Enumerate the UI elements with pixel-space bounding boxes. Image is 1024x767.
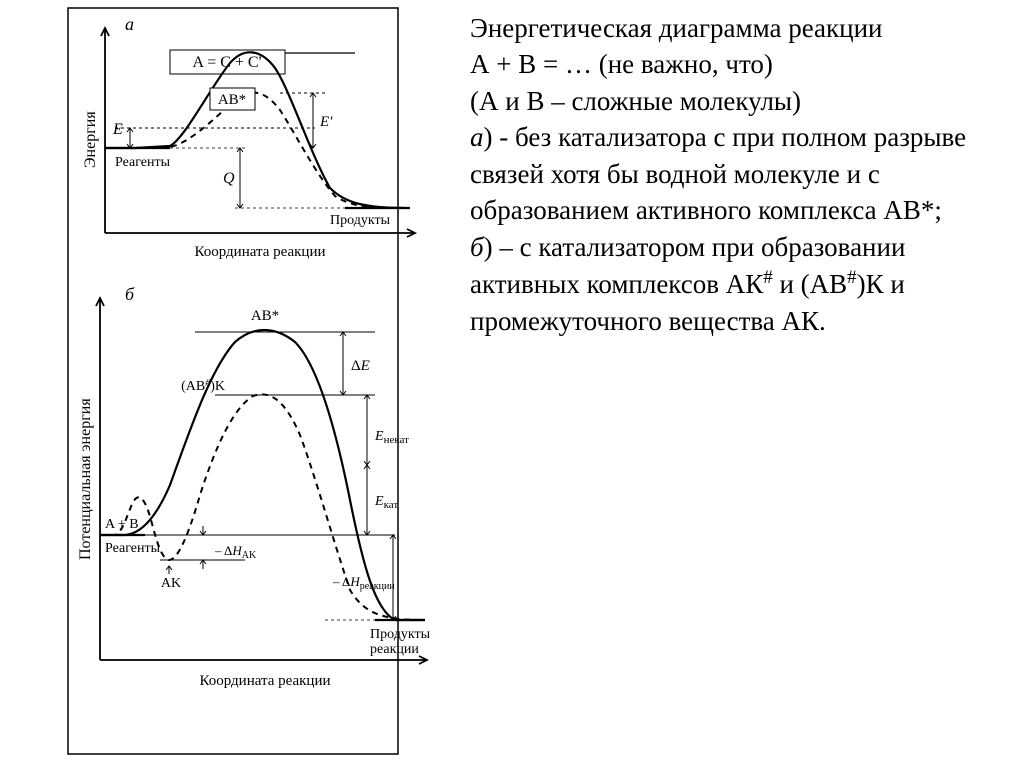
case-a: а) - без катализатора с при полном разры… [470, 119, 994, 228]
panel-b-xlabel: Координата реакции [199, 673, 330, 689]
case-b-hash2: # [847, 267, 856, 288]
panel-b-dE: ΔE [351, 358, 370, 374]
case-a-body: ) - без катализатора с при полном разрыв… [470, 122, 966, 225]
panel-a-Eprime-arrow [310, 93, 316, 148]
panel-b-axes [96, 298, 427, 664]
panel-b: б Потенциальная энергия Координата реакц… [77, 284, 431, 689]
panel-b-solid-curve [100, 330, 425, 620]
panel-b-dHak: – ΔHAK [214, 543, 257, 561]
panel-a-tag: а [125, 14, 134, 34]
panel-a-abstar: AB* [218, 92, 246, 108]
case-b-body2: и (АВ [773, 269, 847, 299]
panel-b-ak: AK [161, 576, 181, 591]
panel-a-reagents: Реагенты [115, 155, 171, 170]
panel-b-aplusb: A + B [105, 517, 139, 532]
panel-a-Q: Q [223, 170, 235, 187]
panel-a: а Энергия Координата реакции [82, 14, 415, 260]
panel-b-dHak-arrows [200, 526, 206, 569]
case-b: б) – с катализатором при образовании акт… [470, 229, 994, 339]
description-text: Энергетическая диаграмма реакции А + В =… [460, 0, 1024, 767]
mol-line: (А и В – сложные молекулы) [470, 83, 994, 119]
title-line: Энергетическая диаграмма реакции [470, 10, 994, 46]
case-b-hash1: # [763, 267, 772, 288]
panel-b-ak-tick [166, 566, 172, 574]
panel-b-products-l1: Продукты [370, 627, 431, 642]
panel-a-products: Продукты [330, 213, 391, 228]
eq-line: А + В = … (не важно, что) [470, 46, 994, 82]
panel-b-Ekat-arrow [364, 465, 370, 535]
panel-b-ylabel: Потенциальная энергия [77, 398, 94, 560]
panel-b-abstar: AB* [251, 308, 279, 324]
panel-b-dE-arrow [340, 332, 346, 395]
panel-a-Q-arrow [237, 148, 243, 208]
panel-a-ylabel: Энергия [82, 111, 99, 168]
panel-a-xlabel: Координата реакции [194, 244, 325, 260]
panel-b-reagents: Реагенты [105, 541, 161, 556]
panel-b-products-l2: реакции [370, 642, 419, 657]
panel-b-Enekat-arrow [364, 395, 370, 465]
panel-b-dHreak: – ΔHреакции [332, 574, 395, 592]
figure-frame [68, 8, 398, 754]
panel-a-solid-curve [105, 52, 405, 208]
figure-column: а Энергия Координата реакции [0, 0, 460, 767]
panel-a-E-bracket [127, 128, 133, 148]
panel-a-E: E [112, 121, 123, 138]
case-b-prefix: б [470, 232, 484, 262]
panel-b-Ekat: Eкат [374, 494, 398, 511]
panel-b-dHreak-arrow [390, 535, 396, 620]
panel-a-Eprime: E' [319, 114, 333, 130]
page-root: а Энергия Координата реакции [0, 0, 1024, 767]
panel-b-abk: (AB#)K [181, 378, 225, 394]
energy-diagram-svg: а Энергия Координата реакции [0, 0, 460, 767]
case-a-prefix: а [470, 122, 484, 152]
panel-b-Enekat: Eнекат [374, 429, 409, 446]
panel-b-tag: б [125, 284, 135, 304]
